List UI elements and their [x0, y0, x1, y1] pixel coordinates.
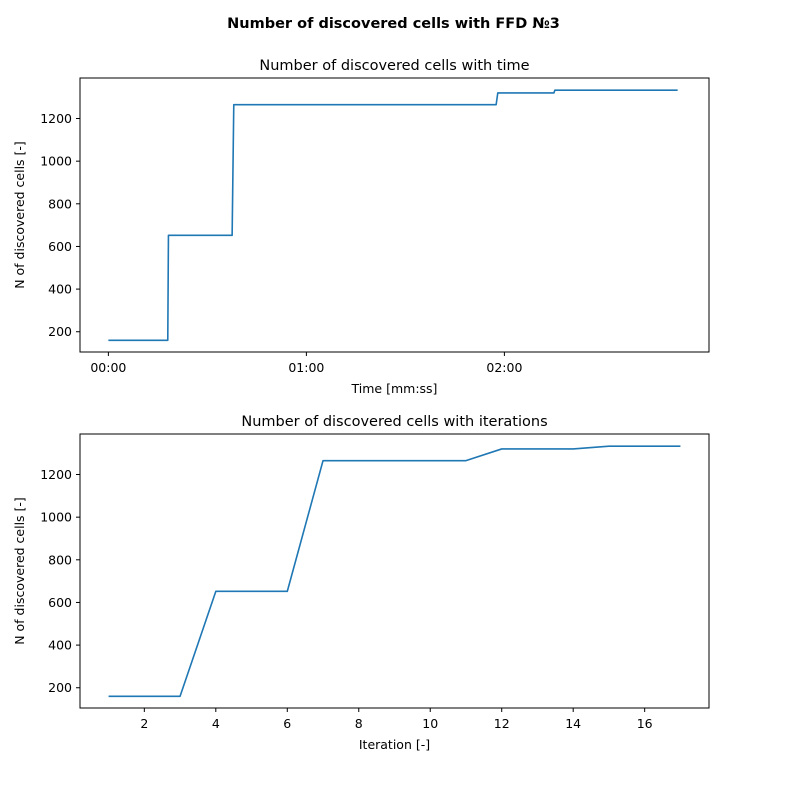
x-tick-label: 2 [140, 716, 148, 731]
chart-title: Number of discovered cells with time [259, 58, 529, 74]
y-tick-label: 600 [48, 239, 72, 254]
x-tick-label: 00:00 [90, 360, 126, 375]
y-tick-label: 1200 [40, 467, 72, 482]
x-axis-label: Iteration [-] [359, 737, 430, 752]
y-axis-label: N of discovered cells [-] [12, 497, 27, 645]
y-tick-label: 600 [48, 595, 72, 610]
series-line [108, 89, 678, 342]
series-line [108, 445, 681, 698]
y-tick-label: 200 [48, 680, 72, 695]
y-tick-label: 200 [48, 324, 72, 339]
x-axis-label: Time [mm:ss] [351, 381, 438, 396]
y-tick-label: 1000 [40, 510, 72, 525]
x-tick-label: 14 [565, 716, 581, 731]
x-tick-label: 10 [422, 716, 438, 731]
y-tick-label: 400 [48, 638, 72, 653]
x-tick-label: 4 [212, 716, 220, 731]
x-tick-label: 02:00 [486, 360, 522, 375]
x-tick-label: 01:00 [288, 360, 324, 375]
y-tick-label: 800 [48, 552, 72, 567]
chart-title: Number of discovered cells with iteratio… [241, 414, 547, 430]
figure-title: Number of discovered cells with FFD №3 [227, 16, 560, 32]
y-tick-label: 1000 [40, 154, 72, 169]
chart-2: 200 400 600 800 1000 1200 2 4 6 8 10 12 14 16 Number o… [12, 414, 710, 752]
x-tick-label: 12 [494, 716, 510, 731]
x-tick-label: 8 [355, 716, 363, 731]
x-tick-label: 6 [283, 716, 291, 731]
axes-frame [79, 77, 710, 353]
axes-frame [79, 433, 710, 709]
y-axis-label: N of discovered cells [-] [12, 141, 27, 289]
chart-1: 200 400 600 800 1000 1200 00:00 01:00 02:00 Numbe… [12, 58, 710, 396]
y-tick-label: 800 [48, 196, 72, 211]
x-tick-label: 16 [637, 716, 653, 731]
y-tick-label: 1200 [40, 111, 72, 126]
y-tick-label: 400 [48, 282, 72, 297]
